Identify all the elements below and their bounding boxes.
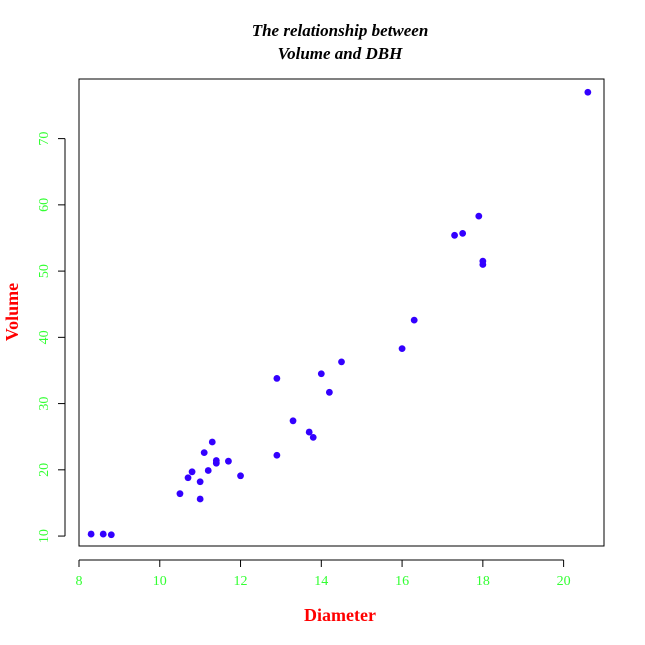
data-point bbox=[305, 428, 313, 436]
y-axis-label: Volume bbox=[2, 283, 22, 341]
data-point bbox=[200, 449, 208, 456]
data-point bbox=[325, 388, 333, 396]
data-point bbox=[204, 467, 212, 474]
data-point bbox=[188, 468, 196, 476]
y-tick-label: 60 bbox=[37, 198, 52, 212]
data-point bbox=[338, 358, 345, 366]
data-point bbox=[273, 451, 281, 459]
x-tick-label: 18 bbox=[476, 574, 490, 589]
data-point bbox=[99, 530, 107, 538]
data-point bbox=[584, 88, 592, 96]
y-tick-label: 10 bbox=[37, 529, 52, 543]
y-axis: 10 20 30 40 50 60 70 bbox=[37, 132, 66, 543]
chart-title-line-2: Volume and DBH bbox=[278, 44, 403, 63]
x-tick-label: 12 bbox=[234, 574, 248, 589]
data-point bbox=[212, 457, 220, 464]
data-point bbox=[398, 345, 406, 353]
data-point bbox=[208, 438, 216, 446]
data-point bbox=[225, 457, 232, 465]
plot-frame bbox=[78, 78, 605, 547]
x-axis: 8 10 12 14 16 18 20 bbox=[76, 559, 571, 589]
data-point bbox=[237, 472, 244, 480]
chart-title-line-1: The relationship between bbox=[252, 21, 429, 40]
y-tick-label: 30 bbox=[37, 397, 52, 411]
data-point bbox=[87, 530, 95, 538]
data-point bbox=[475, 212, 483, 220]
data-point bbox=[459, 229, 467, 237]
data-point bbox=[309, 433, 317, 441]
data-point bbox=[107, 531, 115, 539]
x-axis-label: Diameter bbox=[304, 605, 376, 625]
data-point bbox=[289, 417, 297, 425]
data-point bbox=[196, 495, 204, 503]
y-tick-label: 50 bbox=[37, 264, 52, 278]
y-tick-label: 40 bbox=[37, 330, 52, 344]
x-tick-label: 20 bbox=[557, 574, 571, 589]
x-tick-label: 8 bbox=[76, 574, 83, 589]
data-point bbox=[451, 231, 458, 239]
x-tick-label: 16 bbox=[395, 574, 409, 589]
y-tick-label: 20 bbox=[37, 463, 52, 477]
x-tick-label: 10 bbox=[153, 574, 167, 589]
data-points bbox=[87, 88, 592, 539]
y-tick-label: 70 bbox=[37, 132, 52, 146]
data-point bbox=[479, 261, 487, 268]
data-point bbox=[176, 490, 184, 498]
data-point bbox=[410, 316, 418, 324]
data-point bbox=[273, 375, 281, 382]
chart-title: The relationship between Volume and DBH bbox=[252, 21, 429, 63]
data-point bbox=[196, 478, 204, 486]
data-point bbox=[184, 474, 192, 482]
x-tick-label: 14 bbox=[314, 574, 328, 589]
data-point bbox=[317, 370, 325, 378]
